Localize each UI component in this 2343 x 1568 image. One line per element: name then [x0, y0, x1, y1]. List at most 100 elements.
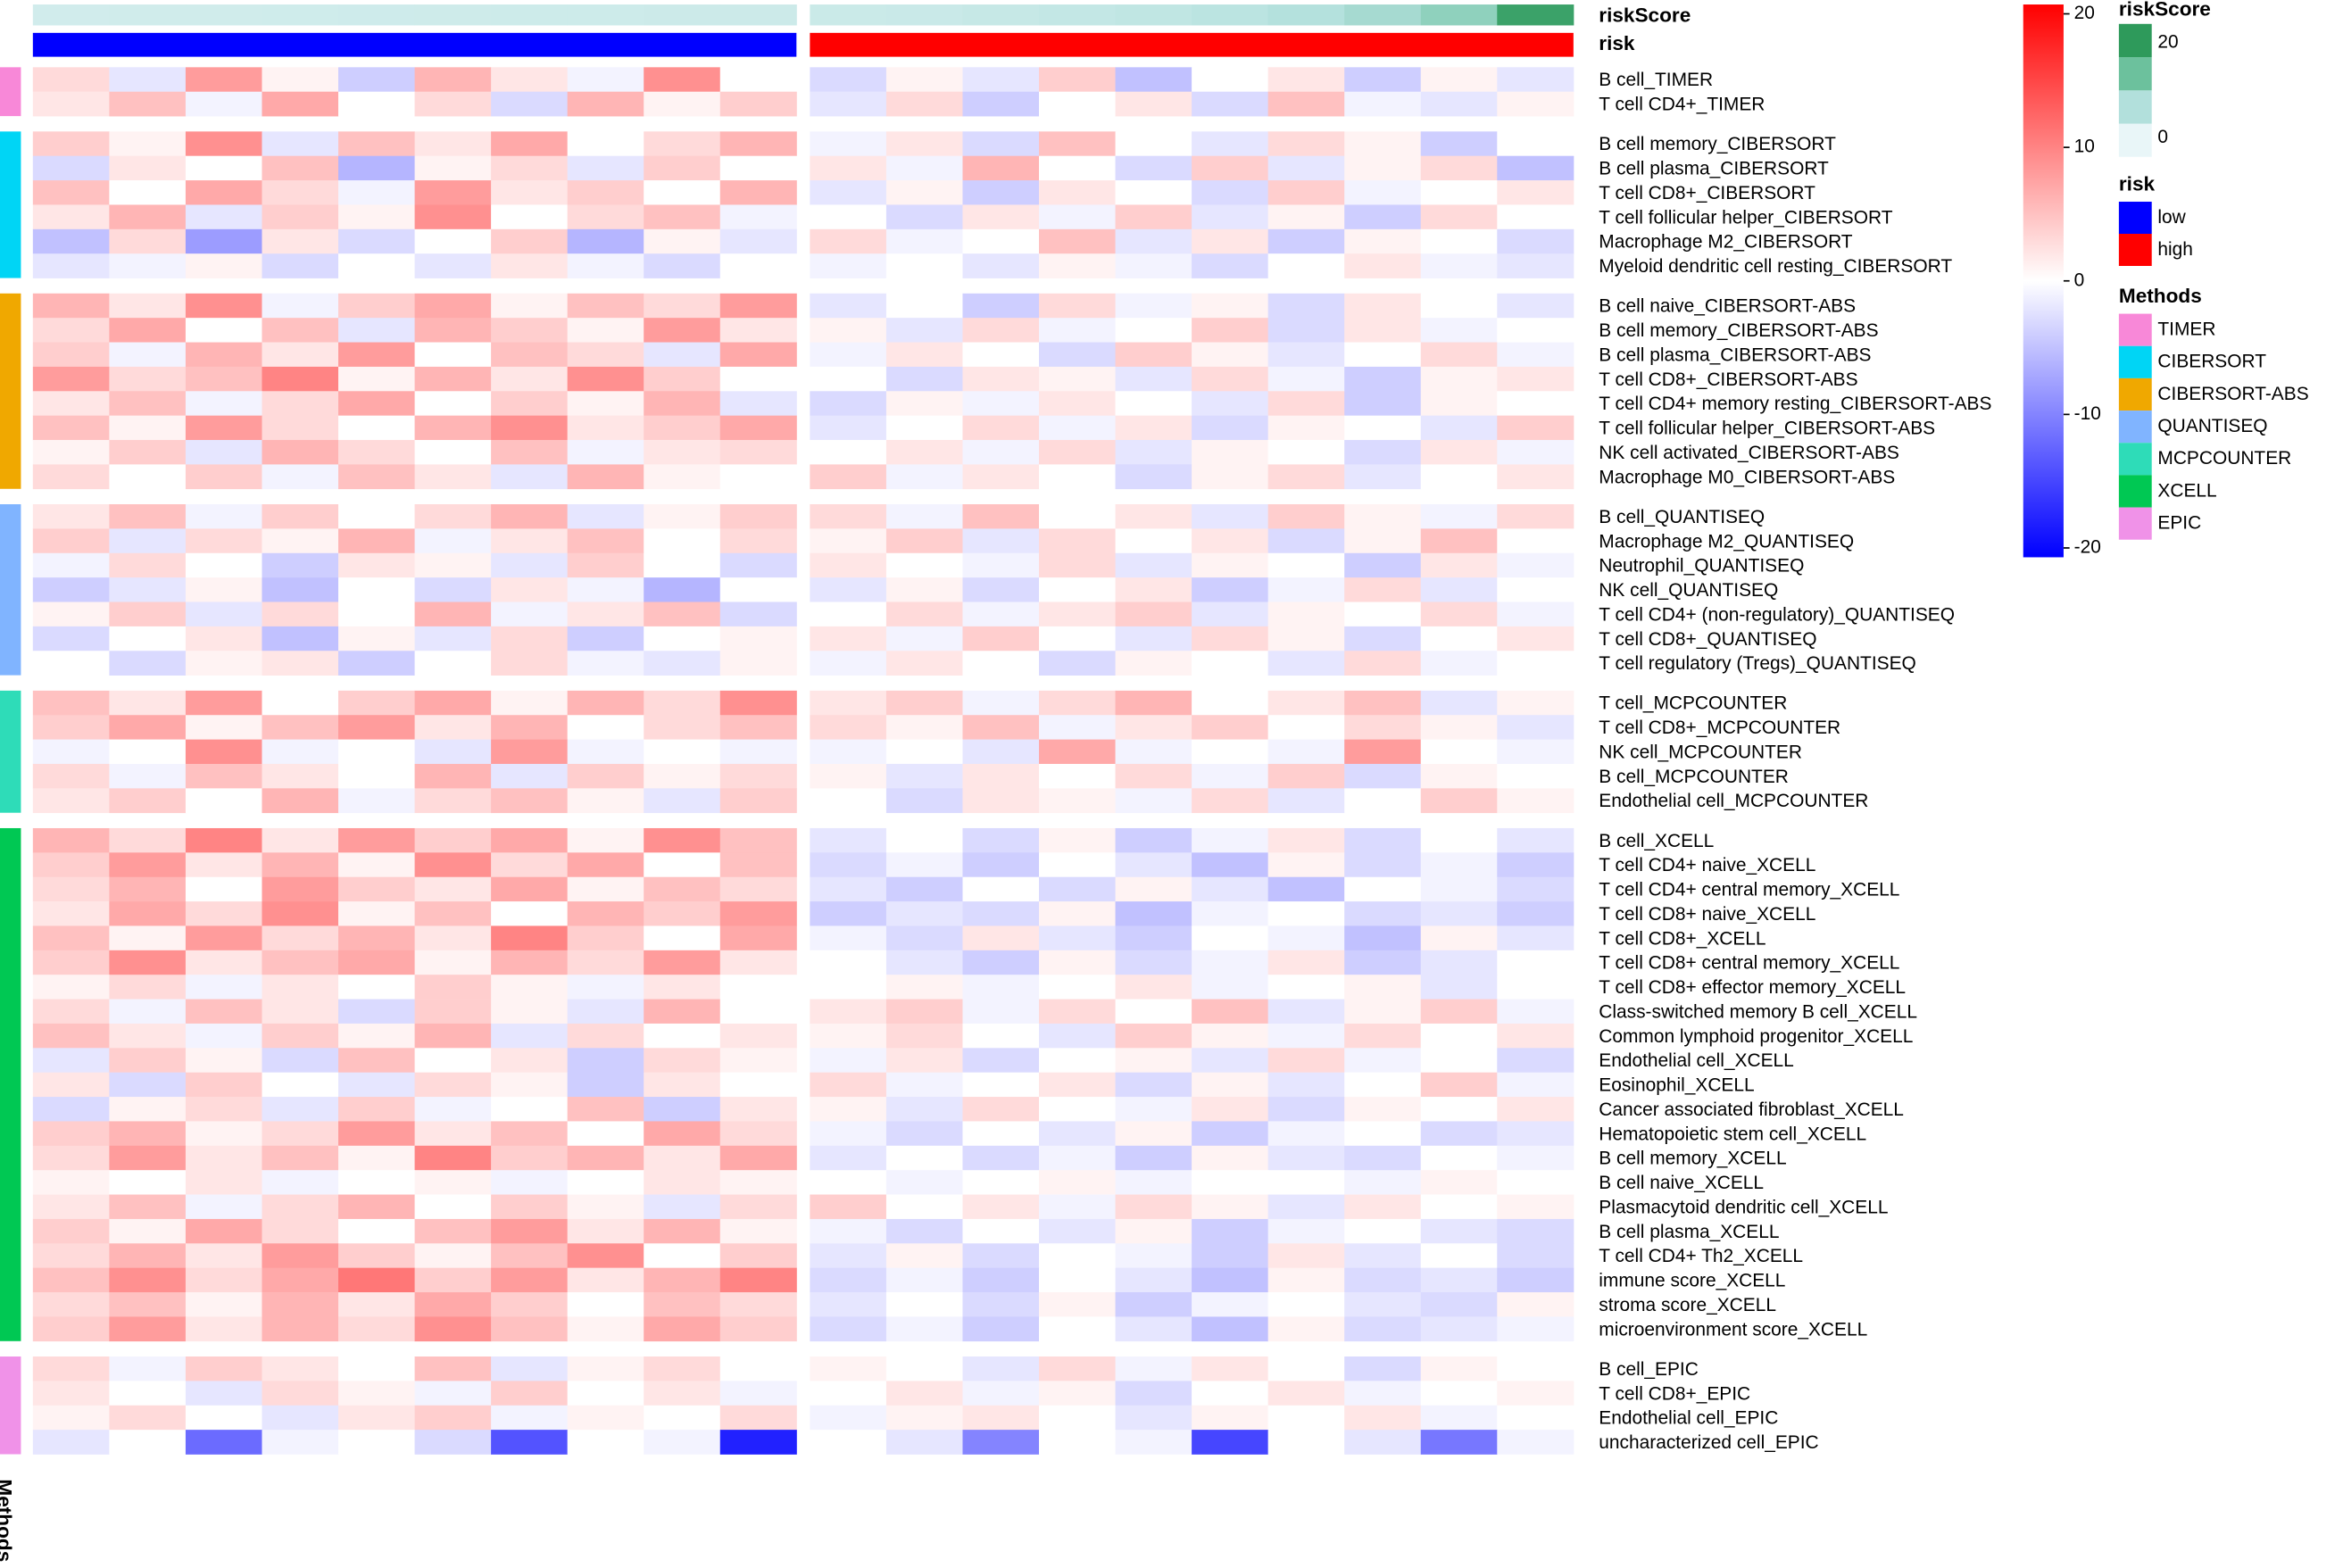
heatmap-cell [1192, 1072, 1269, 1098]
row-label: B cell plasma_CIBERSORT [1599, 159, 1829, 179]
heatmap-cell [644, 950, 721, 975]
heatmap-cell [1497, 253, 1574, 278]
heatmap-cell [491, 1023, 569, 1049]
heatmap-cell [32, 415, 110, 441]
heatmap-cell [1267, 464, 1345, 490]
heatmap-cell [1344, 1405, 1422, 1431]
heatmap-cell [414, 577, 492, 602]
heatmap-cell [185, 1072, 262, 1098]
heatmap-cell [185, 690, 262, 716]
heatmap-cell [810, 155, 887, 181]
heatmap-cell [1039, 1243, 1117, 1268]
heatmap-cell [1192, 651, 1269, 676]
heatmap-cell [719, 999, 797, 1025]
heatmap-cell [491, 925, 569, 951]
heatmap-cell [262, 440, 339, 465]
risk-legend-label: low [2157, 207, 2186, 228]
heatmap-cell [644, 1381, 721, 1406]
heatmap-cell [1115, 739, 1192, 765]
heatmap-cell [1267, 651, 1345, 676]
heatmap-cell [644, 391, 721, 416]
heatmap-cell [109, 739, 187, 765]
heatmap-cell [1267, 391, 1345, 416]
heatmap-cell [1115, 601, 1192, 627]
heatmap-cell [885, 715, 963, 740]
heatmap-cell [1115, 901, 1192, 926]
heatmap-cell [810, 975, 887, 1000]
heatmap-cell [32, 1405, 110, 1431]
heatmap-cell [109, 318, 187, 343]
heatmap-cell [1267, 1097, 1345, 1122]
heatmap-cell [1497, 366, 1574, 392]
heatmap-cell [1267, 577, 1345, 602]
score-annotation-cell [414, 4, 492, 26]
heatmap-cell [262, 901, 339, 926]
heatmap-cell [109, 1023, 187, 1049]
heatmap-cell [962, 1356, 1040, 1381]
heatmap-cell [810, 391, 887, 416]
heatmap-cell [32, 1170, 110, 1195]
heatmap-cell [1344, 1023, 1422, 1049]
heatmap-cell [262, 228, 339, 254]
heatmap-cell [962, 577, 1040, 602]
heatmap-cell [644, 1243, 721, 1268]
row-label: T cell CD4+ Th2_XCELL [1599, 1246, 1803, 1266]
heatmap-cell [109, 552, 187, 578]
heatmap-cell [1115, 1267, 1192, 1293]
heatmap-cell [1115, 1145, 1192, 1171]
heatmap-cell [1344, 1430, 1422, 1455]
heatmap-cell [567, 901, 644, 926]
heatmap-cell [885, 876, 963, 902]
heatmap-cell [1267, 715, 1345, 740]
heatmap-cell [1267, 440, 1345, 465]
heatmap-cell [1039, 1381, 1117, 1406]
heatmap-cell [414, 690, 492, 716]
heatmap-cell [644, 788, 721, 814]
heatmap-cell [719, 601, 797, 627]
heatmap-cell [1420, 577, 1498, 602]
heatmap-cell [885, 415, 963, 441]
heatmap-cell [338, 504, 416, 529]
heatmap-cell [32, 1267, 110, 1293]
heatmap-cell [719, 415, 797, 441]
heatmap-cell [185, 180, 262, 205]
heatmap-cell [338, 464, 416, 490]
heatmap-cell [810, 626, 887, 651]
heatmap-cell [1420, 464, 1498, 490]
heatmap-cell [719, 528, 797, 554]
heatmap-cell [567, 528, 644, 554]
heatmap-cell [885, 1194, 963, 1220]
row-label: Eosinophil_XCELL [1599, 1075, 1754, 1096]
score-annotation-cell [491, 4, 569, 26]
heatmap-cell [1267, 318, 1345, 343]
heatmap-cell [962, 999, 1040, 1025]
heatmap-cell [567, 504, 644, 529]
heatmap-cell [810, 180, 887, 205]
heatmap-cell [719, 228, 797, 254]
heatmap-cell [414, 1023, 492, 1049]
heatmap-cell [414, 155, 492, 181]
heatmap-cell [567, 67, 644, 93]
heatmap-cell [185, 204, 262, 230]
heatmap-cell [1192, 763, 1269, 789]
heatmap-cell [491, 131, 569, 157]
heatmap-cell [109, 999, 187, 1025]
heatmap-cell [1420, 1072, 1498, 1098]
heatmap-cell [719, 950, 797, 975]
heatmap-cell [262, 626, 339, 651]
heatmap-cell [567, 415, 644, 441]
heatmap-cell [719, 67, 797, 93]
heatmap-cell [1192, 318, 1269, 343]
methods-legend-box [2118, 443, 2152, 476]
heatmap-cell [109, 1145, 187, 1171]
heatmap-cell [1497, 1023, 1574, 1049]
heatmap-cell [810, 950, 887, 975]
heatmap-cell [338, 827, 416, 853]
heatmap-cell [32, 577, 110, 602]
heatmap-cell [109, 852, 187, 878]
heatmap-cell [338, 440, 416, 465]
heatmap-cell [644, 1405, 721, 1431]
heatmap-cell [962, 788, 1040, 814]
heatmap-cell [338, 901, 416, 926]
